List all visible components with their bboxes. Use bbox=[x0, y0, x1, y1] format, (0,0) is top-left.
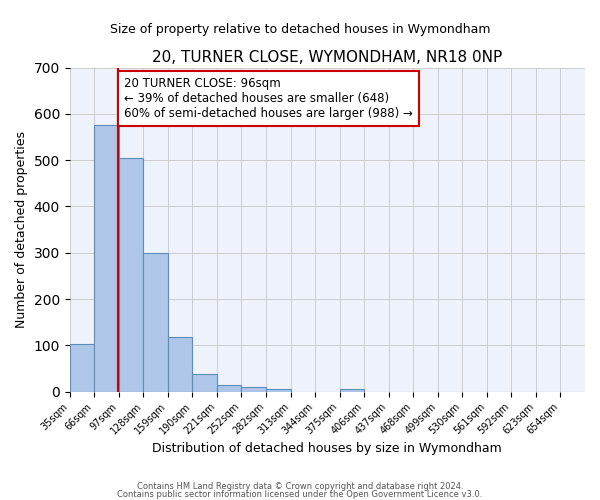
Bar bbox=[70, 344, 94, 392]
Text: Size of property relative to detached houses in Wymondham: Size of property relative to detached ho… bbox=[110, 22, 490, 36]
Bar bbox=[119, 158, 143, 392]
Bar bbox=[266, 390, 290, 392]
Bar bbox=[94, 126, 119, 392]
Bar bbox=[143, 253, 168, 392]
Text: Contains HM Land Registry data © Crown copyright and database right 2024.: Contains HM Land Registry data © Crown c… bbox=[137, 482, 463, 491]
X-axis label: Distribution of detached houses by size in Wymondham: Distribution of detached houses by size … bbox=[152, 442, 502, 455]
Bar bbox=[168, 337, 193, 392]
Bar bbox=[241, 387, 266, 392]
Bar bbox=[340, 390, 364, 392]
Bar bbox=[217, 385, 241, 392]
Title: 20, TURNER CLOSE, WYMONDHAM, NR18 0NP: 20, TURNER CLOSE, WYMONDHAM, NR18 0NP bbox=[152, 50, 502, 65]
Text: Contains public sector information licensed under the Open Government Licence v3: Contains public sector information licen… bbox=[118, 490, 482, 499]
Bar bbox=[193, 374, 217, 392]
Y-axis label: Number of detached properties: Number of detached properties bbox=[15, 131, 28, 328]
Text: 20 TURNER CLOSE: 96sqm
← 39% of detached houses are smaller (648)
60% of semi-de: 20 TURNER CLOSE: 96sqm ← 39% of detached… bbox=[124, 77, 413, 120]
